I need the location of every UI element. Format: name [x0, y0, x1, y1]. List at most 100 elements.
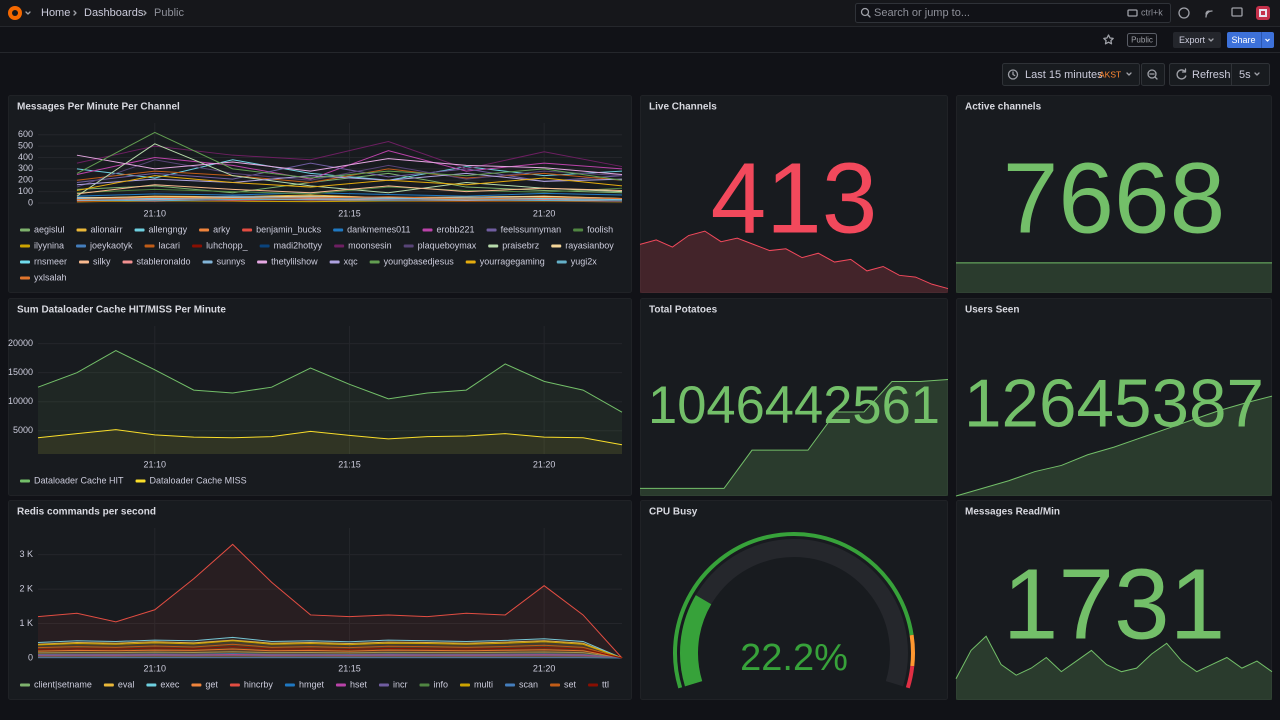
share-button[interactable] — [1227, 32, 1274, 48]
help-icon[interactable] — [1178, 7, 1190, 19]
legend-swatch — [588, 683, 599, 687]
series-line — [76, 199, 623, 202]
y-tick-label: 15000 — [8, 367, 33, 377]
legend-swatch — [422, 228, 433, 232]
search-icon — [860, 7, 870, 17]
search-box[interactable] — [855, 3, 1171, 23]
legend-swatch — [333, 228, 344, 232]
y-tick-label: 20000 — [8, 338, 33, 348]
breadcrumb-current: Public — [154, 7, 184, 19]
share-chevron[interactable] — [1265, 38, 1270, 42]
stat-value: 1731 — [1003, 548, 1225, 660]
y-tick-label: 0 — [28, 652, 33, 662]
breadcrumb-separator — [73, 10, 77, 16]
gauge-label: 22.2% — [740, 637, 848, 679]
legend-label: luhchopp_ — [206, 240, 249, 250]
legend-label: madi2hottyy — [274, 240, 323, 250]
panel — [640, 298, 948, 496]
panel-title: Total Potatoes — [649, 305, 718, 316]
series-line — [76, 196, 623, 201]
refresh-interval[interactable]: 5s — [1239, 69, 1251, 81]
search-icon — [866, 13, 871, 18]
stat-value: 1046442561 — [648, 376, 940, 435]
series-line — [76, 159, 623, 188]
legend-swatch — [486, 228, 497, 232]
legend-swatch — [202, 260, 213, 264]
star-icon[interactable] — [1103, 34, 1114, 45]
legend-swatch — [146, 683, 157, 687]
y-tick-label: 1 K — [19, 618, 33, 628]
series-line — [37, 654, 623, 659]
legend-label: rnsmeer — [34, 256, 67, 266]
public-badge-label: Public — [1131, 36, 1153, 45]
legend-label: scan — [519, 679, 538, 689]
series-line — [76, 141, 623, 170]
news-icon[interactable] — [1205, 10, 1213, 18]
legend-label: rayasianboy — [565, 240, 614, 250]
series-line — [37, 639, 623, 659]
legend-swatch — [122, 260, 133, 264]
breadcrumb[interactable]: Dashboards — [84, 7, 144, 19]
kiosk-icon[interactable] — [1231, 7, 1243, 17]
legend-label: thetylilshow — [271, 256, 318, 266]
refresh-label: Refresh — [1192, 69, 1231, 81]
series-area — [38, 544, 622, 658]
legend-swatch — [505, 683, 516, 687]
legend-swatch — [284, 683, 295, 687]
series-line — [37, 543, 623, 659]
x-tick-label: 21:15 — [338, 663, 361, 673]
export-label: Export — [1179, 35, 1206, 45]
legend-label: feelssunnyman — [501, 224, 562, 234]
legend-label: praisebrz — [502, 240, 540, 250]
series-line — [37, 350, 623, 413]
refresh-picker[interactable] — [1169, 63, 1270, 86]
legend-label: aegislul — [34, 224, 65, 234]
legend-swatch — [550, 683, 561, 687]
legend-swatch — [144, 244, 155, 248]
legend-label: eval — [118, 679, 135, 689]
panel — [956, 298, 1272, 496]
y-tick-label: 400 — [18, 152, 33, 162]
series-line — [76, 186, 623, 195]
legend-swatch — [334, 244, 345, 248]
stat-value: 413 — [711, 142, 878, 254]
legend-swatch — [134, 228, 145, 232]
legend-label: alionairr — [91, 224, 123, 234]
time-range-picker[interactable] — [1002, 63, 1140, 86]
export-button[interactable] — [1173, 32, 1221, 48]
legend-label: benjamin_bucks — [256, 224, 322, 234]
legend-swatch — [465, 260, 476, 264]
stat-value: 12645387 — [964, 367, 1264, 442]
zoom-icon — [1147, 69, 1157, 79]
legend-label: joeykaotyk — [89, 240, 133, 250]
y-tick-label: 500 — [18, 140, 33, 150]
series-line — [37, 640, 623, 659]
series-line — [76, 154, 623, 176]
legend-label: dankmemes011 — [347, 224, 410, 234]
series-area — [38, 644, 622, 658]
legend-label: get — [205, 679, 218, 689]
x-tick-label: 21:10 — [144, 208, 167, 218]
export-chevron — [1208, 38, 1214, 42]
legend-label: incr — [393, 679, 408, 689]
panel-title: CPU Busy — [649, 507, 698, 518]
y-tick-label: 10000 — [8, 396, 33, 406]
legend-swatch — [20, 244, 30, 248]
clock-icon — [1012, 71, 1016, 77]
legend-swatch — [20, 260, 30, 264]
legend-label: allengngy — [149, 224, 188, 234]
legend-label: Dataloader Cache MISS — [150, 475, 247, 485]
panel — [640, 95, 948, 293]
legend-swatch — [257, 260, 268, 264]
legend-label: yxlsalah — [34, 272, 67, 282]
legend-label: plaqueboymax — [418, 240, 477, 250]
breadcrumb[interactable]: Home — [41, 7, 70, 19]
legend-label: youngbasedjesus — [384, 256, 455, 266]
legend-swatch — [460, 683, 470, 687]
x-tick-label: 21:10 — [144, 663, 167, 673]
legend-swatch — [242, 228, 253, 232]
keyboard-icon — [1127, 9, 1138, 17]
clock-icon — [1007, 69, 1019, 80]
legend-swatch — [551, 244, 562, 248]
refresh-chevron — [1254, 72, 1260, 76]
